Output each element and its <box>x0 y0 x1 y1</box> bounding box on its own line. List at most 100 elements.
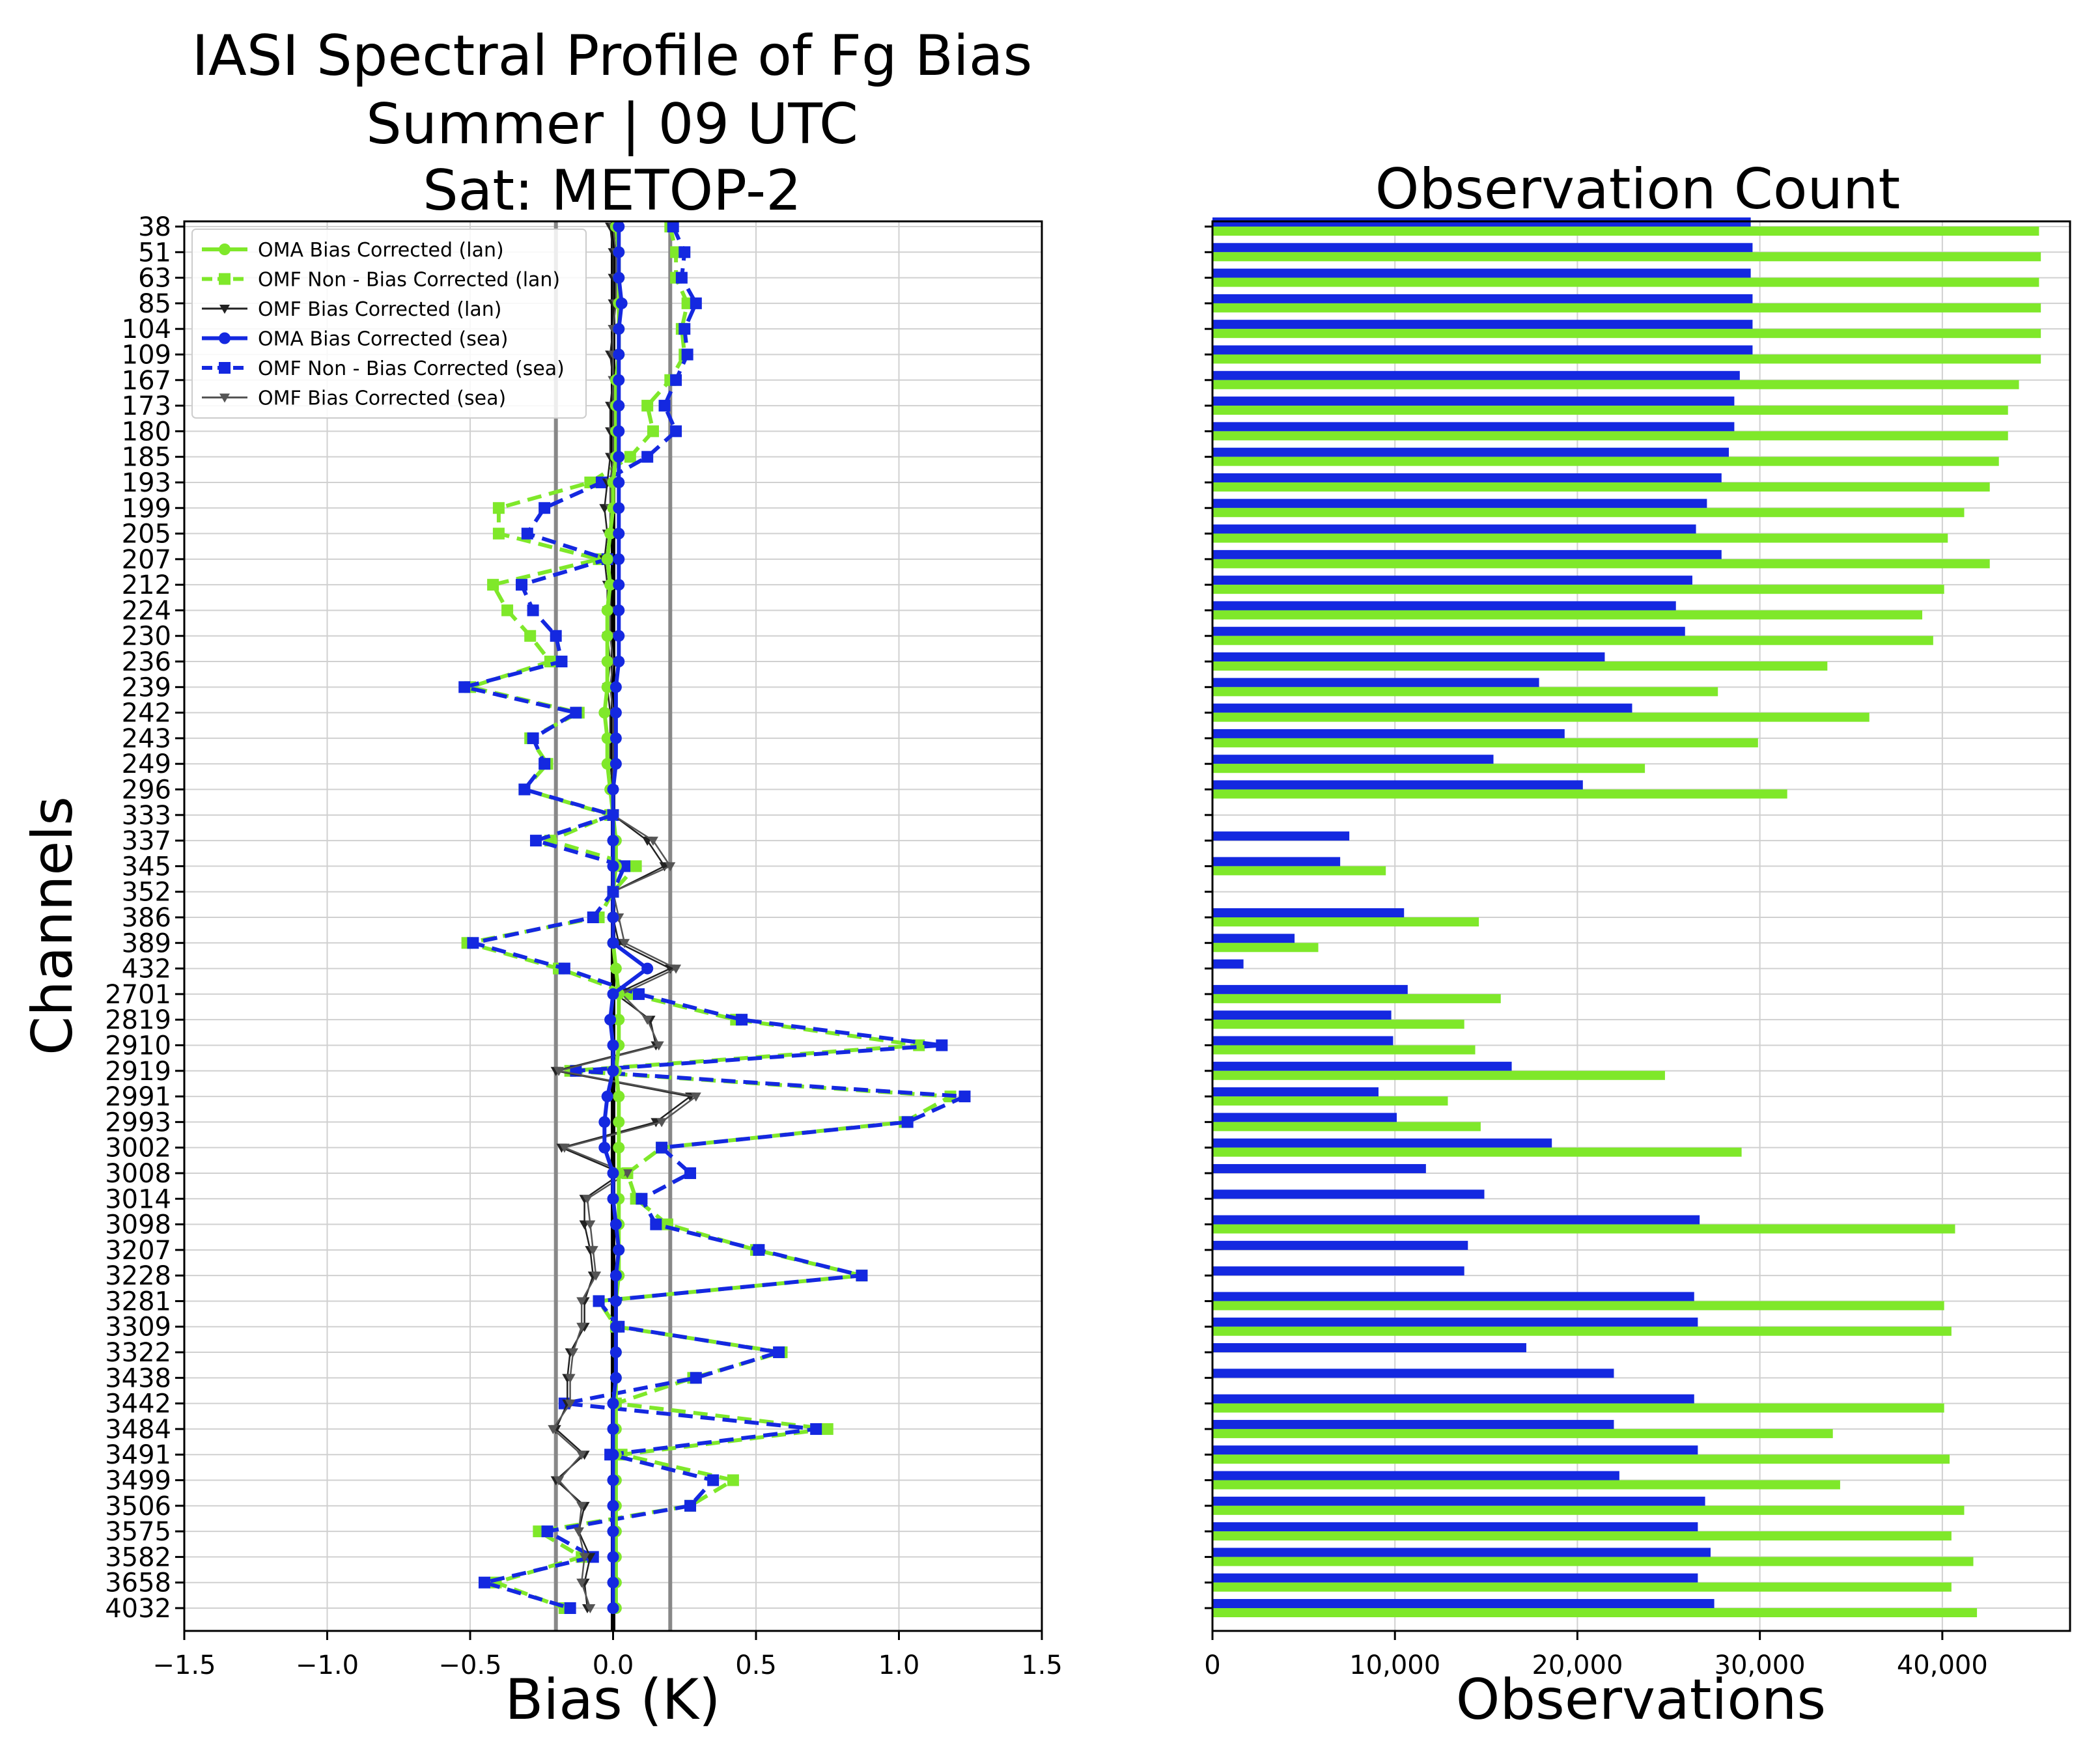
series-point-oma-bias-corrected-sea <box>609 1295 622 1307</box>
series-point-omf-non-bias-corrected-sea <box>773 1346 785 1359</box>
channel-tick-label: 3658 <box>105 1568 171 1598</box>
series-point-oma-bias-corrected-sea <box>613 476 625 488</box>
bar-sea <box>1212 729 1565 738</box>
series-point-omf-non-bias-corrected-sea <box>690 1372 702 1384</box>
series-point-omf-bias-corrected-sea <box>573 1527 584 1537</box>
series-point-omf-non-bias-corrected-lan <box>492 527 505 540</box>
bar-land <box>1212 712 1869 722</box>
bar-sea <box>1212 1599 1715 1608</box>
series-point-oma-bias-corrected-sea <box>613 579 625 591</box>
channel-tick-label: 2910 <box>105 1031 171 1061</box>
left-chart-subtitle-season: Summer | 09 UTC <box>366 92 858 157</box>
series-point-omf-non-bias-corrected-sea <box>675 271 688 284</box>
series-point-omf-non-bias-corrected-sea <box>810 1423 822 1435</box>
series-point-oma-bias-corrected-lan <box>613 1091 625 1103</box>
series-point-omf-non-bias-corrected-sea <box>679 323 691 335</box>
series-point-omf-bias-corrected-sea <box>665 862 676 872</box>
bar-land <box>1212 917 1479 926</box>
series-point-omf-non-bias-corrected-sea <box>593 1295 605 1307</box>
bar-sea <box>1212 447 1729 457</box>
channel-tick-label: 3228 <box>105 1261 171 1291</box>
series-point-oma-bias-corrected-sea <box>613 425 625 438</box>
legend-label: OMA Bias Corrected (lan) <box>258 239 504 262</box>
series-point-omf-bias-corrected-sea <box>565 1374 576 1384</box>
bar-sea <box>1212 1061 1512 1071</box>
series-point-oma-bias-corrected-sea <box>609 1320 622 1333</box>
series-point-omf-bias-corrected-sea <box>553 1476 565 1486</box>
channel-tick-label: 3207 <box>105 1236 171 1266</box>
left-series-group <box>458 221 971 1614</box>
channel-tick-label: 3442 <box>105 1389 171 1419</box>
bar-sea <box>1212 1573 1698 1583</box>
series-point-oma-bias-corrected-lan <box>601 604 613 617</box>
channel-tick-label: 337 <box>122 826 171 856</box>
series-point-omf-non-bias-corrected-sea <box>684 1499 697 1512</box>
bar-land <box>1212 1480 1840 1490</box>
series-point-omf-non-bias-corrected-lan <box>501 604 514 617</box>
series-point-oma-bias-corrected-sea <box>613 374 625 386</box>
bar-sea <box>1212 1369 1614 1378</box>
channel-tick-label: 104 <box>122 314 171 344</box>
bar-land <box>1212 1070 1665 1080</box>
right-x-tick-label: 0 <box>1204 1650 1220 1680</box>
legend-swatch-marker <box>219 243 231 255</box>
bar-sea <box>1212 1317 1698 1327</box>
channel-tick-label: 352 <box>122 878 171 908</box>
bar-sea <box>1212 243 1753 253</box>
legend: OMA Bias Corrected (lan) OMF Non - Bias C… <box>191 229 587 419</box>
series-point-omf-non-bias-corrected-lan <box>492 502 505 514</box>
series-point-omf-non-bias-corrected-lan <box>524 630 537 642</box>
series-point-omf-non-bias-corrected-sea <box>658 400 671 412</box>
channel-tick-label: 296 <box>122 775 171 805</box>
series-point-omf-non-bias-corrected-sea <box>936 1039 948 1051</box>
series-point-omf-non-bias-corrected-sea <box>707 1474 720 1486</box>
series-point-oma-bias-corrected-lan <box>601 758 613 770</box>
left-x-tick-label: 1.0 <box>878 1650 920 1680</box>
series-point-oma-bias-corrected-sea <box>613 246 625 258</box>
right-x-tick-label: 30,000 <box>1715 1650 1806 1680</box>
series-point-omf-bias-corrected-sea <box>619 939 630 949</box>
series-point-oma-bias-corrected-sea <box>601 1091 613 1103</box>
bar-sea <box>1212 703 1632 713</box>
series-point-omf-non-bias-corrected-sea <box>650 1218 662 1231</box>
channel-tick-label: 345 <box>122 852 171 882</box>
series-point-omf-non-bias-corrected-lan <box>821 1423 833 1435</box>
series-point-omf-non-bias-corrected-lan <box>727 1474 739 1486</box>
series-point-oma-bias-corrected-sea <box>607 937 619 949</box>
bar-sea <box>1212 1419 1614 1429</box>
series-point-oma-bias-corrected-sea <box>607 1576 619 1589</box>
bar-sea <box>1212 499 1707 508</box>
series-point-oma-bias-corrected-sea <box>613 553 625 565</box>
series-point-oma-bias-corrected-lan <box>601 681 613 693</box>
series-point-omf-non-bias-corrected-sea <box>959 1091 971 1103</box>
series-point-oma-bias-corrected-sea <box>613 221 625 232</box>
bar-land <box>1212 406 2008 415</box>
bar-sea <box>1212 1087 1379 1097</box>
legend-swatch-marker <box>219 273 231 285</box>
series-point-oma-bias-corrected-sea <box>613 1244 625 1256</box>
bar-sea <box>1212 1471 1619 1481</box>
series-point-oma-bias-corrected-sea <box>609 1372 622 1384</box>
series-point-oma-bias-corrected-sea <box>609 758 622 770</box>
series-point-omf-non-bias-corrected-lan <box>487 579 499 591</box>
bar-land <box>1212 994 1501 1003</box>
bar-sea <box>1212 1266 1464 1276</box>
channel-tick-label: 63 <box>138 264 171 294</box>
series-point-oma-bias-corrected-sea <box>598 1141 611 1154</box>
legend-swatch-marker <box>219 332 231 344</box>
series-point-omf-non-bias-corrected-sea <box>587 911 599 923</box>
series-point-oma-bias-corrected-sea <box>607 1039 619 1051</box>
bar-land <box>1212 1122 1481 1132</box>
series-point-omf-non-bias-corrected-lan <box>624 451 636 463</box>
series-point-omf-non-bias-corrected-sea <box>550 630 562 642</box>
series-point-oma-bias-corrected-sea <box>607 1602 619 1614</box>
bar-sea <box>1212 1163 1426 1173</box>
bar-land <box>1212 943 1319 952</box>
series-point-omf-non-bias-corrected-lan <box>630 860 642 872</box>
series-point-oma-bias-corrected-sea <box>607 1423 619 1435</box>
series-point-omf-non-bias-corrected-sea <box>539 502 551 514</box>
channel-tick-label: 167 <box>122 366 171 396</box>
channel-tick-label: 242 <box>122 699 171 729</box>
bar-land <box>1212 661 1828 671</box>
